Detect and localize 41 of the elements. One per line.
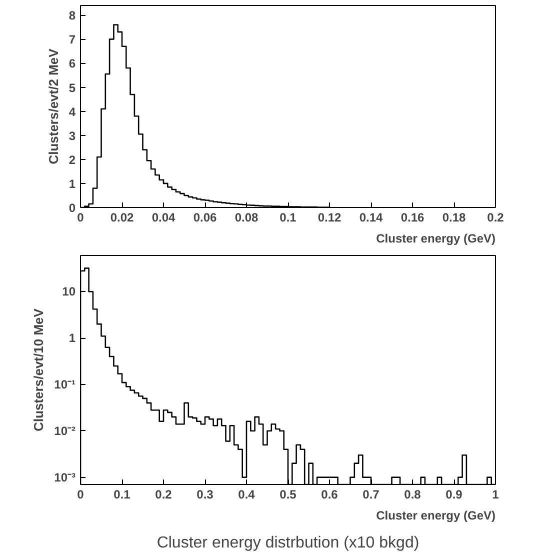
y-tick-label: 5	[68, 80, 76, 95]
y-tick-label: 6	[68, 56, 76, 71]
y-tick-label: 2	[68, 152, 76, 167]
x-tick-label: 0.9	[446, 488, 463, 502]
x-tick-label: 0.04	[152, 210, 176, 224]
x-tick-label: 0.06	[193, 210, 218, 224]
y-tick-label: 10⁻²	[54, 424, 76, 438]
x-tick-label: 0.4	[238, 488, 256, 502]
x-tick-label: 0.2	[155, 488, 172, 502]
y-tick-label: 8	[68, 8, 76, 23]
x-tick-label: 0	[77, 210, 84, 224]
y-tick-label: 3	[68, 128, 76, 143]
x-axis-title: Cluster energy (GeV)	[376, 508, 496, 522]
y-tick-label: 1	[68, 176, 76, 191]
x-tick-label: 0.1	[114, 488, 131, 502]
x-tick-label: 0.5	[280, 488, 297, 502]
y-tick-label: 7	[68, 32, 76, 47]
x-tick-label: 0.16	[400, 210, 425, 224]
x-tick-label: 0.02	[110, 210, 134, 224]
text: Cluster energy distrbution (x10 bkgd)	[156, 534, 420, 552]
y-tick-label: 10⁻³	[54, 470, 76, 484]
x-tick-label: 0.18	[442, 210, 466, 224]
y-axis-title: Clusters/evt/2 MeV	[46, 48, 61, 164]
y-tick-label: 10	[62, 284, 76, 299]
x-tick-label: 0.12	[318, 210, 342, 224]
x-tick-label: 0.6	[321, 488, 338, 502]
x-tick-label: 0.7	[362, 488, 380, 502]
y-tick-label: 4	[68, 104, 76, 119]
y-tick-label: 1	[68, 331, 76, 346]
y-tick-label: 10⁻¹	[54, 377, 76, 392]
y-tick-label: 0	[68, 201, 76, 215]
x-tick-label: 1	[492, 488, 500, 502]
x-tick-label: 0	[77, 488, 84, 502]
x-tick-label: 0.2	[487, 210, 504, 224]
x-tick-label: 0.8	[404, 488, 422, 502]
x-tick-label: 0.08	[234, 210, 259, 224]
x-tick-label: 0.14	[359, 210, 384, 224]
x-tick-label: 0.1	[280, 210, 297, 224]
y-axis-title: Clusters/evt/10 MeV	[31, 308, 46, 432]
x-axis-title: Cluster energy (GeV)	[376, 232, 496, 246]
x-tick-label: 0.3	[196, 488, 214, 502]
